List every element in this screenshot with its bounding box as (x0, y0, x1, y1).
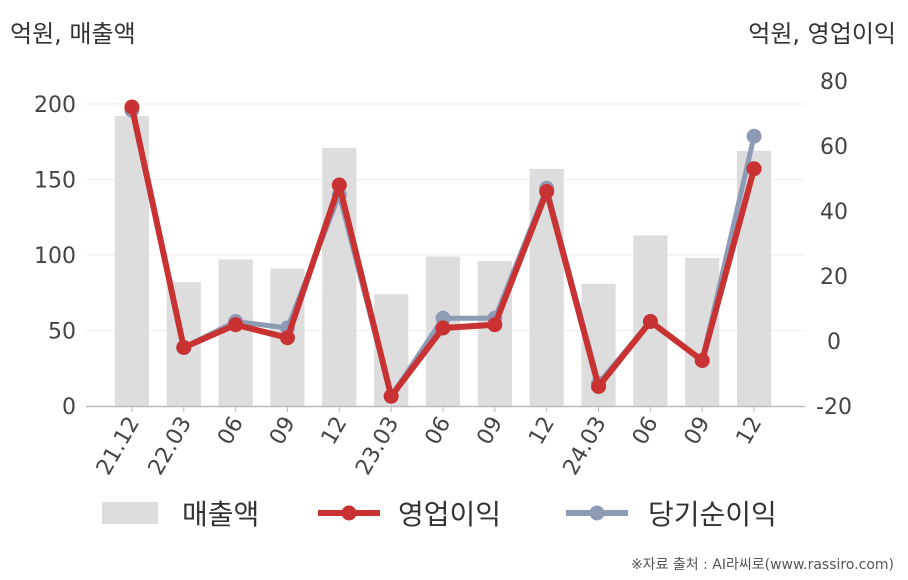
left-tick-label: 200 (34, 93, 76, 118)
right-tick-label: 40 (820, 200, 848, 225)
source-credit: ※자료 출처 : AI라씨로(www.rassiro.com) (630, 557, 894, 573)
operating-profit-point (694, 353, 710, 368)
x-tick-label: 24.03 (559, 413, 612, 480)
legend-label: 당기순이익 (648, 498, 777, 531)
x-tick-label: 12 (317, 413, 353, 450)
left-tick-label: 50 (48, 320, 76, 345)
legend-marker-operating-profit (341, 505, 357, 521)
operating-profit-point (383, 388, 399, 404)
left-tick-label: 150 (34, 169, 76, 194)
x-tick-label: 23.03 (351, 413, 404, 480)
operating-profit-point (176, 340, 192, 355)
x-tick-label: 09 (265, 413, 301, 450)
left-axis-unit-label: 억원, 매출액 (10, 20, 136, 48)
x-tick-label: 09 (472, 413, 508, 450)
right-tick-label: 80 (820, 70, 848, 95)
x-tick-label: 09 (680, 413, 716, 450)
revenue-bar (529, 168, 564, 406)
operating-profit-point (124, 99, 140, 115)
operating-profit-point (642, 314, 658, 329)
operating-profit-point (228, 317, 244, 333)
x-tick-label: 06 (628, 413, 664, 450)
operating-profit-point (539, 184, 555, 199)
operating-profit-point (435, 320, 451, 336)
operating-profit-point (591, 379, 607, 394)
right-axis-unit-label: 억원, 영업이익 (748, 20, 896, 48)
right-tick-label: 20 (820, 265, 848, 290)
left-tick-label: 100 (34, 244, 76, 269)
x-tick-label: 12 (732, 413, 768, 450)
operating-profit-point (279, 330, 295, 346)
legend-label: 영업이익 (398, 498, 501, 531)
revenue-bars (114, 116, 772, 407)
x-tick-label: 06 (421, 413, 457, 450)
net-income-point (746, 128, 762, 144)
right-tick-label: 0 (827, 330, 841, 355)
operating-profit-point (746, 161, 762, 177)
operating-profit-point (331, 177, 347, 193)
operating-profit-point (487, 317, 503, 333)
legend-marker-net-income (589, 505, 605, 521)
x-tick-label: 22.03 (144, 413, 197, 480)
right-tick-label: -20 (816, 395, 852, 420)
legend-swatch-revenue (102, 502, 158, 524)
legend: 매출액 영업이익 당기순이익 (102, 498, 777, 531)
revenue-bar (685, 258, 720, 406)
right-tick-label: 60 (820, 135, 848, 160)
x-tick-label: 06 (213, 413, 249, 450)
left-tick-label: 0 (62, 395, 76, 420)
profit-lines (124, 99, 762, 404)
legend-label: 매출액 (182, 498, 259, 531)
x-tick-label: 12 (524, 413, 560, 450)
x-tick-label: 21.12 (92, 413, 145, 480)
